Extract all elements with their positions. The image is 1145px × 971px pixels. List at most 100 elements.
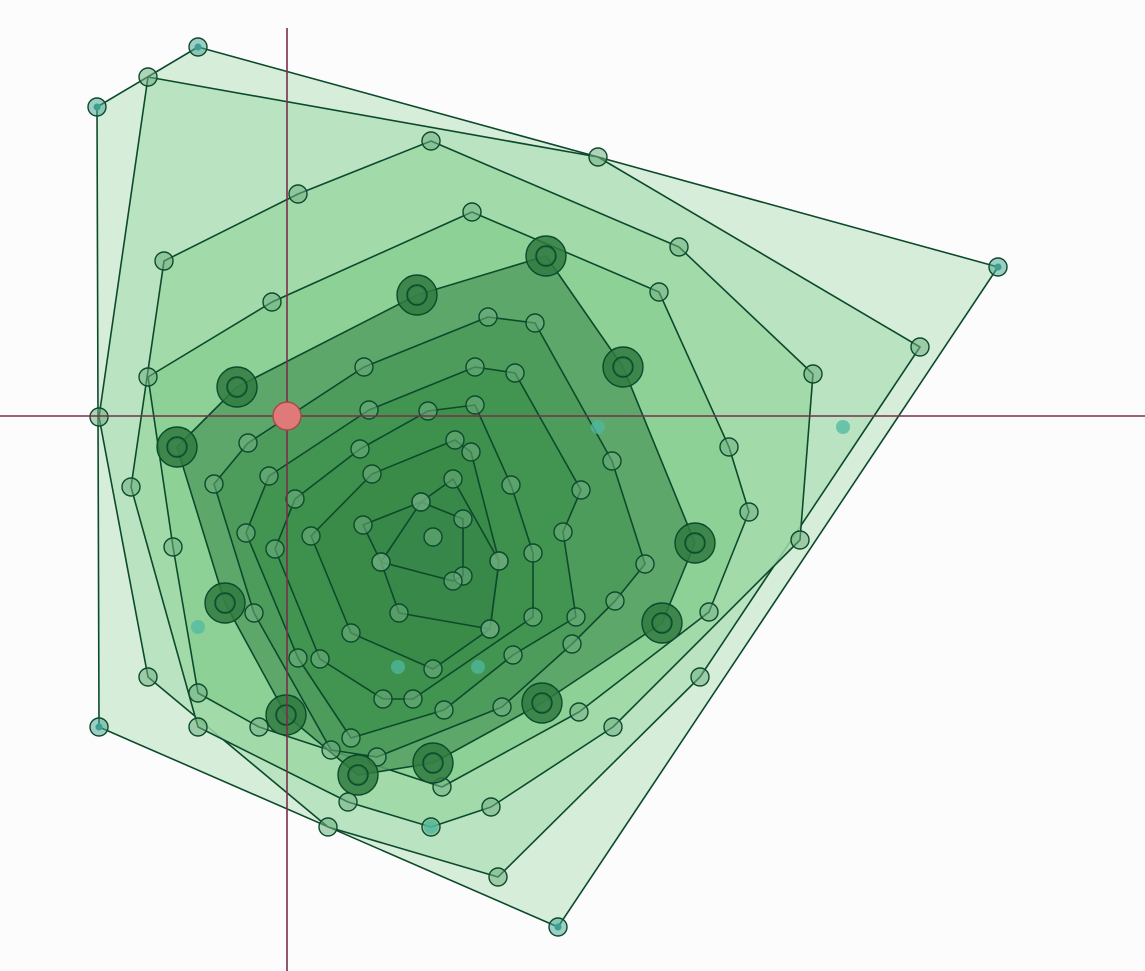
layer-7-vertex	[503, 645, 523, 665]
highlighted-vertex	[337, 754, 379, 796]
layer-4-vertex	[719, 437, 739, 457]
highlighted-vertex	[396, 274, 438, 316]
layer-3-vertex	[421, 131, 441, 151]
layer-11-vertex	[371, 552, 391, 572]
sample-point	[391, 660, 405, 674]
layer-7-vertex	[236, 523, 256, 543]
layer-6-vertex	[478, 307, 498, 327]
layer-1-vertex	[188, 37, 208, 57]
layer-4-vertex	[569, 702, 589, 722]
layer-4-vertex	[739, 502, 759, 522]
layer-2-vertex	[910, 337, 930, 357]
layer-6-vertex	[238, 433, 258, 453]
layer-9-vertex	[461, 442, 481, 462]
highlighted-vertex	[204, 582, 246, 624]
layer-1-vertex	[988, 257, 1008, 277]
layer-4-vertex	[163, 537, 183, 557]
outside-points-group	[191, 420, 850, 834]
highlighted-vertex	[156, 426, 198, 468]
layer-7-vertex	[566, 607, 586, 627]
layer-4-vertex	[462, 202, 482, 222]
layer-1-vertex	[87, 97, 107, 117]
layer-2-vertex	[318, 817, 338, 837]
layer-6-vertex	[321, 740, 341, 760]
large-vertices-group	[156, 235, 716, 796]
layer-7-vertex	[259, 466, 279, 486]
layer-3-vertex	[790, 530, 810, 550]
crosshair	[0, 28, 1145, 971]
layer-6-vertex	[635, 554, 655, 574]
layer-11-vertex	[453, 509, 473, 529]
highlighted-vertex	[641, 602, 683, 644]
highlighted-vertex	[216, 366, 258, 408]
layer-2-vertex	[89, 407, 109, 427]
sample-point	[471, 660, 485, 674]
layer-3-vertex	[121, 477, 141, 497]
sample-point	[191, 620, 205, 634]
layer-3-vertex	[603, 717, 623, 737]
layer-4-vertex	[262, 292, 282, 312]
layer-11-vertex	[443, 571, 463, 591]
highlighted-vertex	[265, 694, 307, 736]
layer-7-vertex	[434, 700, 454, 720]
layer-9-vertex	[301, 526, 321, 546]
layer-10-vertex	[353, 515, 373, 535]
layer-8-vertex	[523, 543, 543, 563]
layer-4-vertex	[249, 717, 269, 737]
layer-6-vertex	[562, 634, 582, 654]
layer-8-vertex	[350, 439, 370, 459]
layer-12-vertex	[423, 527, 443, 547]
layer-8-vertex	[403, 689, 423, 709]
layer-7-vertex	[571, 480, 591, 500]
layer-7-vertex	[553, 522, 573, 542]
layer-3-vertex	[154, 251, 174, 271]
layer-6-vertex	[244, 603, 264, 623]
layer-1-vertex	[89, 717, 109, 737]
sample-point	[424, 820, 438, 834]
sample-point	[591, 420, 605, 434]
query-point[interactable]	[272, 401, 302, 431]
layer-10-vertex	[389, 603, 409, 623]
layer-8-vertex	[373, 689, 393, 709]
layer-8-vertex	[523, 607, 543, 627]
layer-7-vertex	[465, 357, 485, 377]
sample-point	[836, 420, 850, 434]
layer-2-vertex	[138, 667, 158, 687]
layer-3-vertex	[188, 717, 208, 737]
layer-4-vertex	[188, 683, 208, 703]
layer-11-vertex	[411, 492, 431, 512]
layer-8-vertex	[285, 489, 305, 509]
layer-8-vertex	[265, 539, 285, 559]
layer-10-vertex	[443, 469, 463, 489]
highlighted-vertex	[521, 682, 563, 724]
layer-7-vertex	[341, 728, 361, 748]
layer-7-vertex	[505, 363, 525, 383]
layer-3-vertex	[338, 792, 358, 812]
layer-9-vertex	[445, 430, 465, 450]
layer-9-vertex	[423, 659, 443, 679]
layer-8-vertex	[310, 649, 330, 669]
layer-6-vertex	[602, 451, 622, 471]
highlighted-vertex	[412, 742, 454, 784]
layer-10-vertex	[480, 619, 500, 639]
layer-9-vertex	[341, 623, 361, 643]
highlighted-vertex	[674, 522, 716, 564]
layer-4-vertex	[138, 367, 158, 387]
layer-6-vertex	[492, 697, 512, 717]
layer-2-vertex	[138, 67, 158, 87]
layer-10-vertex	[489, 551, 509, 571]
layer-7-vertex	[288, 648, 308, 668]
layer-2-vertex	[690, 667, 710, 687]
layer-4-vertex	[699, 602, 719, 622]
layer-6-vertex	[525, 313, 545, 333]
highlighted-vertex	[602, 346, 644, 388]
layer-6-vertex	[354, 357, 374, 377]
layer-1-vertex	[548, 917, 568, 937]
layer-8-vertex	[465, 395, 485, 415]
layer-2-vertex	[588, 147, 608, 167]
layer-7-vertex	[359, 400, 379, 420]
layer-3-vertex	[288, 184, 308, 204]
layer-8-vertex	[501, 475, 521, 495]
layer-3-vertex	[481, 797, 501, 817]
